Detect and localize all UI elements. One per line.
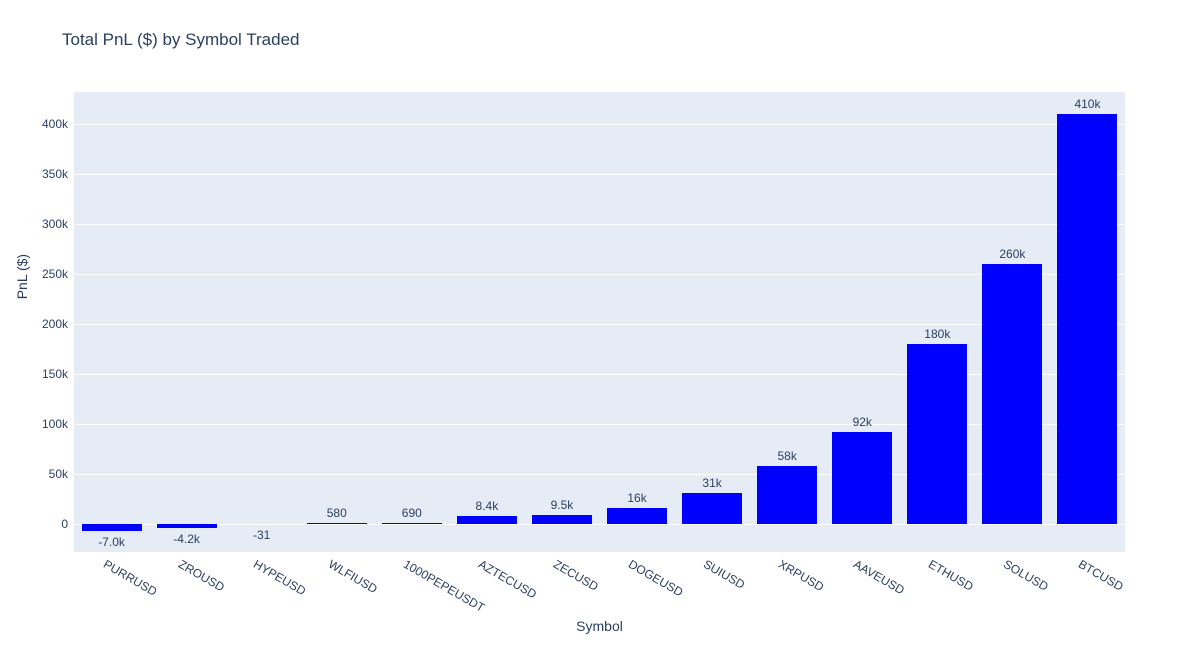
x-tick-label: 1000PEPEUSDT bbox=[400, 557, 487, 615]
bar-aztecusd bbox=[456, 515, 517, 524]
bar-dogeusd bbox=[607, 508, 668, 524]
bar-suiusd bbox=[682, 493, 743, 524]
plot-area bbox=[74, 92, 1125, 552]
gridline bbox=[74, 374, 1125, 375]
bar-value-label: 58k bbox=[777, 449, 797, 463]
bar-value-label: 690 bbox=[401, 506, 422, 521]
bar-value-label: 16k bbox=[627, 491, 647, 505]
x-tick-label: PURRUSD bbox=[100, 557, 159, 599]
gridline bbox=[74, 424, 1125, 425]
bar-btcusd bbox=[1057, 114, 1118, 524]
bar-zecusd bbox=[531, 514, 592, 524]
bar-value-label: 31k bbox=[702, 476, 722, 490]
chart-title: Total PnL ($) by Symbol Traded bbox=[62, 30, 300, 49]
bar-value-label: -4.2k bbox=[173, 532, 200, 547]
bar-value-label: 8.4k bbox=[475, 498, 499, 513]
bar-value-label: 580 bbox=[326, 506, 347, 521]
x-tick-label: DOGEUSD bbox=[626, 557, 686, 600]
x-tick-label: HYPEUSD bbox=[250, 557, 308, 599]
x-tick-label: AZTECUSD bbox=[475, 557, 539, 602]
gridline bbox=[74, 174, 1125, 175]
y-tick-label: 300k bbox=[41, 217, 68, 231]
y-tick-label: 350k bbox=[41, 167, 68, 181]
bar-xrpusd bbox=[757, 466, 818, 524]
gridline bbox=[74, 224, 1125, 225]
y-tick-label: 200k bbox=[41, 317, 68, 331]
x-tick-label: AAVEUSD bbox=[851, 557, 908, 598]
bar-ethusd bbox=[907, 344, 968, 524]
x-tick-label: ZECUSD bbox=[550, 557, 601, 594]
y-tick-label: 100k bbox=[41, 417, 68, 431]
bar-value-label: -7.0k bbox=[98, 535, 125, 549]
bar-value-label: 92k bbox=[852, 415, 872, 429]
bar-value-label: 9.5k bbox=[550, 497, 574, 512]
x-axis-title: Symbol bbox=[576, 618, 623, 634]
bar-wlfiusd bbox=[306, 523, 367, 524]
bar-solusd bbox=[982, 264, 1043, 524]
gridline bbox=[74, 524, 1125, 525]
x-tick-label: ZROUSD bbox=[175, 557, 227, 595]
gridline bbox=[74, 124, 1125, 125]
bar-value-label: 410k bbox=[1074, 97, 1101, 111]
bar-aaveusd bbox=[832, 432, 893, 524]
bar-purrusd bbox=[81, 524, 142, 531]
y-tick-label: 250k bbox=[41, 267, 68, 281]
bar-1000pepeusdt bbox=[381, 523, 442, 524]
x-tick-label: BTCUSD bbox=[1076, 557, 1127, 594]
gridline bbox=[74, 324, 1125, 325]
bar-value-label: 180k bbox=[924, 327, 951, 341]
y-tick-label: 50k bbox=[48, 467, 68, 481]
x-tick-label: ETHUSD bbox=[926, 557, 977, 594]
y-tick-label: 400k bbox=[41, 117, 68, 131]
x-tick-label: SUIUSD bbox=[701, 557, 748, 592]
gridline bbox=[74, 474, 1125, 475]
y-tick-label: 0 bbox=[61, 517, 68, 531]
x-tick-label: WLFIUSD bbox=[325, 557, 380, 597]
x-tick-label: SOLUSD bbox=[1001, 557, 1052, 594]
gridline bbox=[74, 274, 1125, 275]
bar-zrousd bbox=[156, 524, 217, 529]
y-tick-label: 150k bbox=[41, 367, 68, 381]
x-tick-label: XRPUSD bbox=[776, 557, 827, 595]
bar-value-label: 260k bbox=[999, 247, 1026, 261]
bar-value-label: -31 bbox=[253, 528, 271, 543]
